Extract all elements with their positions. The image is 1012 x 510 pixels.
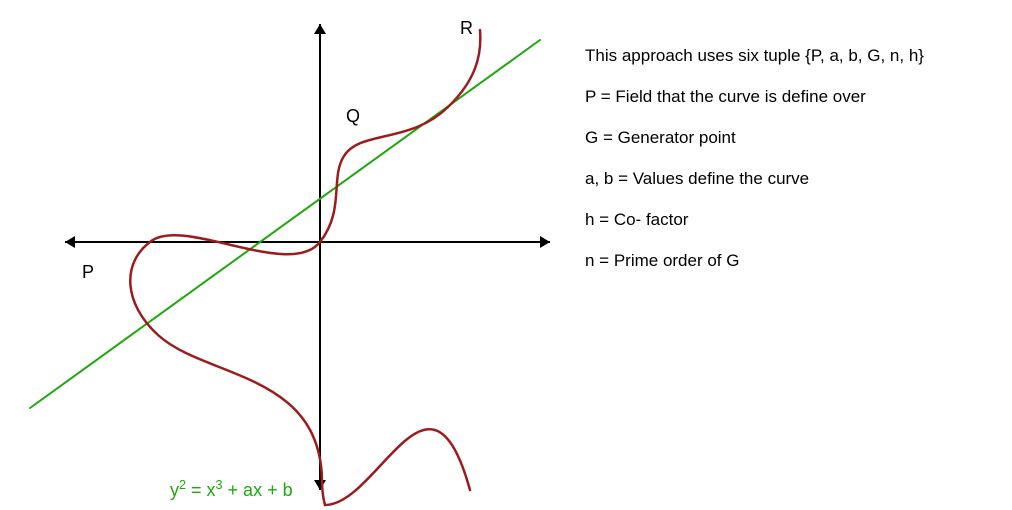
note-line: h = Co- factor [585,210,924,230]
note-line: n = Prime order of G [585,251,924,271]
axis-arrowhead [540,236,550,248]
elliptic-curve-plot [0,0,580,510]
note-line: This approach uses six tuple {P, a, b, G… [585,46,924,66]
elliptic-curve-path-lower [325,429,470,505]
axis-arrowhead [65,236,75,248]
secant-line [30,40,540,408]
diagram-stage: P Q R y2 = x3 + ax + b This approach use… [0,0,1012,510]
eq-part: y [170,480,179,500]
axis-arrowhead [314,480,326,490]
elliptic-curve-path [130,30,480,505]
point-label-Q: Q [346,106,360,127]
note-line: P = Field that the curve is define over [585,87,924,107]
eq-part: + ax + b [223,480,293,500]
point-label-R: R [460,18,473,39]
axis-arrowhead [314,24,326,34]
eq-part: = x [186,480,216,500]
point-label-P: P [82,262,94,283]
note-line: a, b = Values define the curve [585,169,924,189]
note-line: G = Generator point [585,128,924,148]
eq-sup: 3 [216,478,223,492]
eq-sup: 2 [179,478,186,492]
curve-equation: y2 = x3 + ax + b [170,480,293,501]
parameter-notes: This approach uses six tuple {P, a, b, G… [585,46,924,271]
